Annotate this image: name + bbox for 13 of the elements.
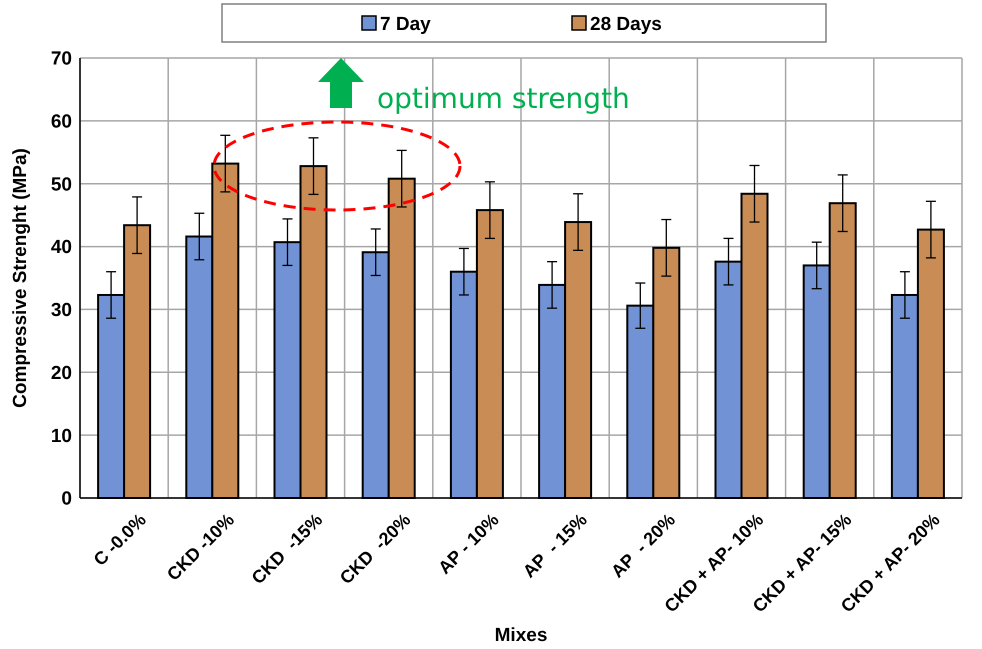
legend-label: 28 Days — [590, 14, 662, 35]
x-axis-title: Mixes — [494, 625, 548, 646]
y-tick-label: 60 — [50, 112, 72, 133]
y-tick-label: 40 — [50, 237, 72, 258]
y-tick-label: 70 — [50, 48, 72, 70]
y-tick-label: 10 — [50, 426, 72, 447]
y-tick-label: 50 — [50, 174, 72, 196]
y-axis-title: Compressive Strenght (MPa) — [10, 148, 31, 408]
annotation: optimum strength — [377, 82, 630, 115]
legend-label: 7 Day — [380, 14, 432, 35]
y-tick-label: 30 — [50, 300, 72, 322]
y-tick-label: 20 — [50, 362, 72, 384]
y-tick-label: 0 — [61, 488, 72, 510]
